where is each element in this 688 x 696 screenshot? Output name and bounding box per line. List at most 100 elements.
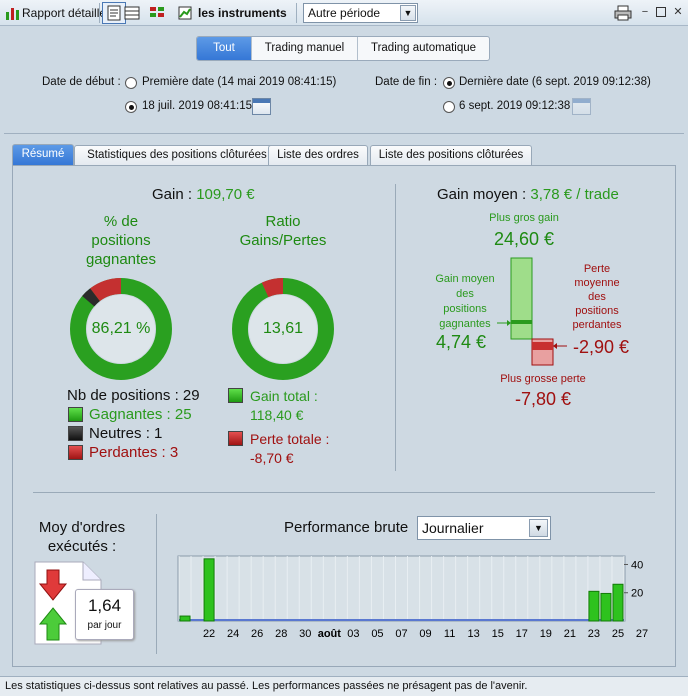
avg-loss-label-line: Perte <box>583 263 611 275</box>
end-date-label: Date de fin : <box>375 76 438 88</box>
win-rate-title-line: positions <box>91 232 151 249</box>
win-rate-title-line: % de <box>103 213 139 230</box>
gain-total-value: 118,40 € <box>250 407 304 423</box>
orders-title-line: exécutés : <box>47 538 117 555</box>
mode-auto-button[interactable]: Trading automatique <box>370 42 477 54</box>
win-count: Gagnantes : 25 <box>89 406 192 423</box>
chevron-down-icon: ▼ <box>529 519 548 537</box>
y-tick-label: 20 <box>631 588 643 600</box>
perf-label: Performance brute <box>284 519 409 536</box>
x-tick-label: 22 <box>203 628 215 640</box>
minimize-icon[interactable]: − <box>641 6 649 18</box>
gain-header: Gain : 109,70 € <box>152 186 255 203</box>
x-tick-label: août <box>318 628 342 640</box>
start-first-radio[interactable] <box>125 77 137 89</box>
sell-buy-arrows-icon <box>38 569 68 641</box>
perte-totale-value: -8,70 € <box>250 450 294 466</box>
avg-loss-label-line: positions <box>575 305 619 317</box>
loss-legend-swatch <box>68 445 83 460</box>
neutral-count: Neutres : 1 <box>89 425 163 442</box>
end-last-label: Dernière date (6 sept. 2019 09:12:38) <box>459 76 651 88</box>
positions-icon <box>123 4 141 22</box>
start-custom-date: 18 juil. 2019 08:41:15 <box>142 100 252 112</box>
close-icon[interactable]: ✕ <box>673 6 683 18</box>
avg-loss-label-line: moyenne <box>574 277 620 289</box>
instruments-label: les instruments <box>198 6 287 20</box>
perte-totale-swatch <box>228 431 243 446</box>
toolbar: Rapport détaillé les instruments Autre p… <box>0 0 688 26</box>
divider <box>33 492 655 493</box>
avg-win-label-line: gagnantes <box>439 318 491 330</box>
end-last-radio[interactable] <box>443 77 455 89</box>
avg-win-value: 4,74 € <box>436 332 487 352</box>
gain-total-label: Gain total : <box>250 388 318 404</box>
avg-gain-header: Gain moyen : 3,78 € / trade <box>437 186 619 203</box>
x-tick-label: 07 <box>395 628 407 640</box>
avg-gain-value: 3,78 € / trade <box>530 186 619 203</box>
ratio-title-line: Ratio <box>265 213 301 230</box>
win-legend-swatch <box>68 407 83 422</box>
max-gain-value: 24,60 € <box>493 229 555 249</box>
gain-label: Gain : <box>152 186 193 203</box>
report-label: Rapport détaillé <box>22 6 107 20</box>
chart-bar <box>179 615 191 622</box>
x-tick-label: 17 <box>516 628 528 640</box>
win-rate-donut <box>70 278 172 380</box>
avg-gain-label: Gain moyen : <box>437 186 527 203</box>
gain-value: 109,70 € <box>196 186 255 203</box>
maximize-icon[interactable] <box>656 7 666 17</box>
avg-loss-label-line: perdantes <box>572 319 622 331</box>
chart-bar <box>203 558 215 622</box>
period-value: Autre période <box>308 6 381 20</box>
tab-closed-stats[interactable]: Statistiques des positions clôturées <box>74 145 280 165</box>
trading-mode-selector: Tout Trading manuel Trading automatique <box>196 36 490 61</box>
perf-period-select[interactable]: Journalier ▼ <box>417 516 551 540</box>
gain-total: Gain total : 118,40 € <box>250 387 318 425</box>
instruments-button[interactable]: les instruments <box>176 3 287 23</box>
x-tick-label: 19 <box>540 628 552 640</box>
instrument-icon <box>176 4 194 22</box>
start-custom-radio[interactable] <box>125 101 137 113</box>
calendar-icon[interactable] <box>572 98 591 115</box>
x-tick-label: 30 <box>299 628 311 640</box>
ratio-value: 13,61 <box>262 320 304 337</box>
ratio-title-line: Gains/Pertes <box>239 232 327 249</box>
chevron-down-icon: ▼ <box>400 5 416 21</box>
x-tick-label: 03 <box>347 628 359 640</box>
mode-all-button[interactable]: Tout <box>197 37 252 60</box>
x-tick-label: 24 <box>227 628 239 640</box>
x-tick-label: 11 <box>444 628 455 640</box>
perte-totale: Perte totale : -8,70 € <box>250 430 329 468</box>
period-select[interactable]: Autre période ▼ <box>303 3 418 23</box>
positions-view-button[interactable] <box>123 3 141 23</box>
perf-period-value: Journalier <box>422 520 484 536</box>
chart-bar <box>612 583 624 622</box>
disclaimer-footer: Les statistiques ci-dessus sont relative… <box>0 676 688 696</box>
win-rate-title-line: gagnantes <box>85 251 157 268</box>
loss-count: Perdantes : 3 <box>89 444 179 461</box>
divider <box>4 133 684 134</box>
positions-grid-icon <box>148 4 166 22</box>
print-icon[interactable] <box>614 4 632 22</box>
orders-value: 1,64 <box>87 596 122 615</box>
chart-view-button[interactable] <box>148 3 166 23</box>
max-loss-label: Plus grosse perte <box>500 373 586 385</box>
y-tick-label: 40 <box>631 559 643 571</box>
chart-bar <box>588 590 600 622</box>
avg-loss-label-line: des <box>588 291 606 303</box>
report-button[interactable]: Rapport détaillé <box>4 3 106 23</box>
x-tick-label: 28 <box>275 628 287 640</box>
calendar-icon[interactable] <box>252 98 271 115</box>
toolbar-divider <box>99 3 100 23</box>
orders-title-line: Moy d'ordres <box>38 519 126 536</box>
x-tick-label: 26 <box>251 628 263 640</box>
tab-summary[interactable]: Résumé <box>12 144 74 165</box>
x-tick-label: 05 <box>371 628 383 640</box>
end-custom-radio[interactable] <box>443 101 455 113</box>
mode-manual-button[interactable]: Trading manuel <box>252 37 358 60</box>
win-rate-value: 86,21 % <box>91 320 151 337</box>
neutral-legend-swatch <box>68 426 83 441</box>
tab-orders[interactable]: Liste des ordres <box>268 145 368 165</box>
x-tick-label: 23 <box>588 628 600 640</box>
tab-closed-positions[interactable]: Liste des positions clôturées <box>370 145 532 165</box>
